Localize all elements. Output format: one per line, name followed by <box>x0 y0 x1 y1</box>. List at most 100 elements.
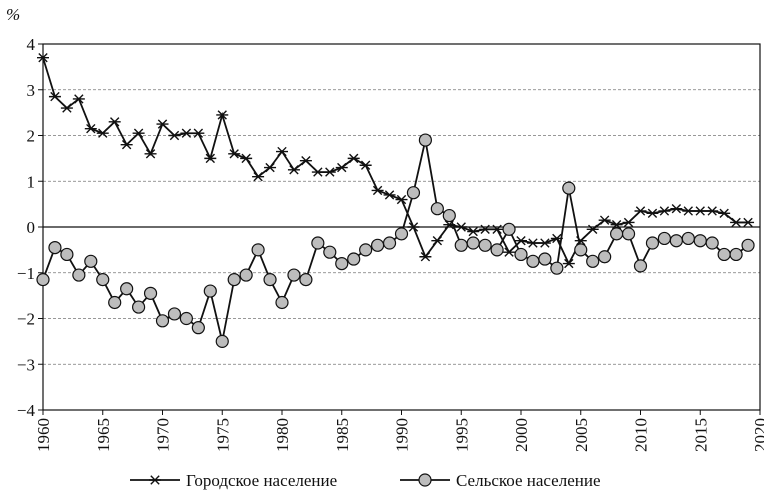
data-point <box>120 282 134 296</box>
data-point <box>264 162 277 173</box>
data-point <box>287 268 301 282</box>
data-point <box>526 238 539 248</box>
data-point <box>718 208 731 218</box>
data-point <box>37 53 49 63</box>
plot-frame <box>42 43 761 411</box>
data-point <box>419 252 432 262</box>
data-point <box>574 243 588 257</box>
x-tick-label: 1965 <box>94 418 113 452</box>
data-point <box>155 314 170 328</box>
data-point <box>741 238 755 252</box>
data-point <box>646 208 659 218</box>
data-point <box>72 268 86 282</box>
data-point <box>706 206 719 216</box>
data-point <box>693 234 707 248</box>
data-point <box>180 128 193 138</box>
y-tick-label: −3 <box>17 355 35 374</box>
data-point <box>431 236 444 246</box>
legend-marker <box>418 473 432 487</box>
data-point <box>634 206 647 216</box>
data-point <box>60 103 73 113</box>
y-tick-label: −1 <box>17 264 35 283</box>
data-point <box>72 94 85 104</box>
data-point <box>203 284 217 298</box>
data-point <box>167 307 182 321</box>
data-point <box>538 252 552 266</box>
data-point <box>491 224 504 234</box>
data-point <box>394 227 409 241</box>
y-tick-label: −2 <box>17 310 35 329</box>
data-point <box>443 220 456 230</box>
data-point <box>609 227 624 241</box>
y-tick-label: −4 <box>17 401 36 420</box>
data-point <box>479 224 492 234</box>
data-point <box>670 204 683 214</box>
data-point <box>335 257 349 271</box>
data-point <box>586 224 599 234</box>
data-point <box>311 236 325 250</box>
data-point <box>335 162 348 173</box>
x-tick-label: 1980 <box>273 418 292 452</box>
data-point <box>276 146 288 157</box>
data-point <box>227 273 241 287</box>
data-point <box>382 236 397 250</box>
data-point <box>395 194 408 205</box>
data-point <box>168 130 181 141</box>
data-point <box>84 254 98 268</box>
data-point <box>694 206 707 216</box>
data-point <box>48 240 62 255</box>
x-tick-label: 2005 <box>572 418 591 452</box>
data-point <box>538 238 551 248</box>
data-point <box>610 220 623 230</box>
data-point <box>132 128 145 138</box>
data-point <box>633 259 648 273</box>
data-point <box>598 215 611 225</box>
x-tick-label: 2000 <box>512 418 531 452</box>
data-point <box>215 334 229 348</box>
data-point <box>252 171 265 182</box>
data-point <box>347 252 361 266</box>
data-point <box>240 153 253 164</box>
y-tick-label: 1 <box>27 172 36 191</box>
data-point <box>108 117 121 127</box>
data-point <box>371 238 385 252</box>
data-point <box>466 236 480 250</box>
x-tick-label: 2015 <box>691 418 710 452</box>
data-point <box>490 243 504 257</box>
data-point <box>645 236 660 250</box>
data-point <box>96 273 110 287</box>
data-point <box>383 190 396 200</box>
data-point <box>526 254 540 268</box>
data-point <box>621 227 636 241</box>
data-point <box>562 181 576 195</box>
data-point <box>191 321 205 335</box>
data-point <box>263 273 277 287</box>
x-tick-label: 1990 <box>393 418 412 452</box>
x-tick-label: 1975 <box>213 418 232 452</box>
data-point <box>156 119 169 129</box>
x-tick-label: 1985 <box>333 418 352 452</box>
data-point <box>204 153 217 164</box>
x-tick-label: 1970 <box>154 418 173 452</box>
x-tick-label: 2010 <box>632 418 651 452</box>
data-point <box>132 300 146 314</box>
data-point <box>717 247 731 262</box>
data-point <box>430 202 444 216</box>
data-point <box>574 236 587 246</box>
data-point <box>502 222 516 236</box>
data-point <box>705 236 719 250</box>
data-point <box>323 167 336 177</box>
data-point <box>143 286 158 300</box>
data-point <box>179 311 193 326</box>
legend-label: Городское население <box>186 471 337 490</box>
data-point <box>550 261 564 275</box>
data-point <box>742 217 755 228</box>
data-point <box>311 167 324 177</box>
data-point <box>682 206 695 216</box>
data-point <box>299 273 313 287</box>
data-point <box>729 247 743 262</box>
data-point <box>467 226 480 237</box>
data-point <box>406 186 421 200</box>
data-point <box>503 247 516 257</box>
